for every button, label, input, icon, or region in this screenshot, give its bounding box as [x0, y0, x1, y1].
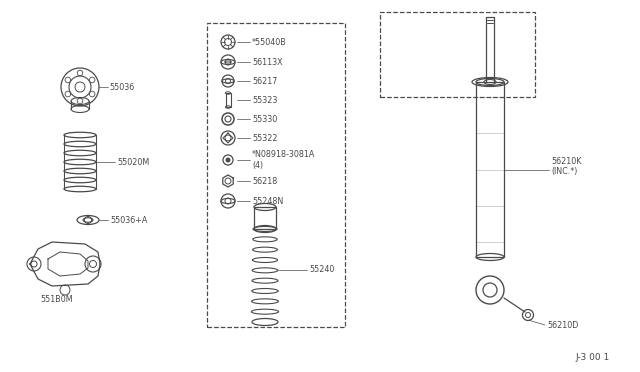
Text: 55323: 55323: [252, 96, 277, 105]
Circle shape: [226, 158, 230, 162]
Text: *55040B: *55040B: [252, 38, 287, 46]
Text: 55330: 55330: [252, 115, 277, 124]
Text: *N08918-3081A
(4): *N08918-3081A (4): [252, 150, 316, 170]
Text: 56218: 56218: [252, 176, 277, 186]
Text: 55240: 55240: [309, 265, 334, 274]
Bar: [207, 23, 345, 327]
Text: 56113X: 56113X: [252, 58, 283, 67]
Text: J-3 00 1: J-3 00 1: [575, 353, 609, 362]
Text: 56217: 56217: [252, 77, 277, 86]
Text: 551B0M: 551B0M: [40, 295, 72, 304]
Text: 55322: 55322: [252, 134, 278, 142]
Bar: [380, 12, 535, 97]
Text: 56210D: 56210D: [547, 321, 579, 330]
Text: 56210K
(INC.*): 56210K (INC.*): [551, 157, 581, 176]
Bar: [254, 207, 276, 229]
Text: 55036: 55036: [109, 83, 134, 92]
Text: 55248N: 55248N: [252, 196, 284, 205]
Text: 55036+A: 55036+A: [110, 215, 147, 224]
Bar: [225, 93, 230, 107]
Bar: [476, 82, 504, 257]
Text: 55020M: 55020M: [117, 157, 149, 167]
